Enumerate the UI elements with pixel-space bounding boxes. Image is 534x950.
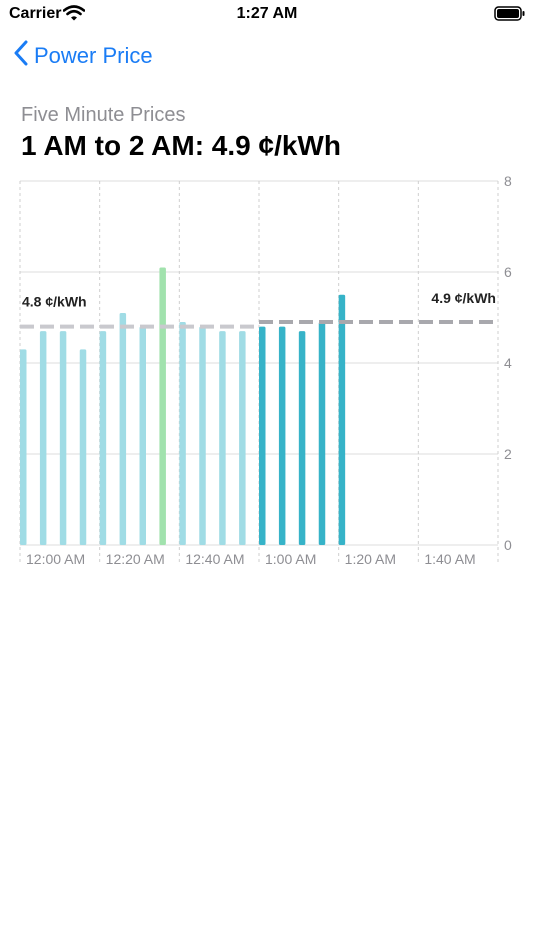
- price-bar: [179, 322, 186, 545]
- status-time: 1:27 AM: [236, 5, 298, 22]
- wifi-icon: [62, 5, 86, 26]
- price-bar: [139, 326, 146, 545]
- price-bar: [20, 349, 27, 545]
- price-bar: [59, 331, 67, 545]
- x-tick-label: 12:40 AM: [185, 551, 244, 567]
- price-bar: [219, 331, 226, 545]
- y-tick-label: 0: [504, 537, 512, 553]
- chevron-left-icon: [14, 40, 28, 71]
- x-tick-label: 12:20 AM: [106, 551, 165, 567]
- price-bar: [39, 331, 47, 545]
- back-label: Power Price: [34, 42, 153, 68]
- nav-bar: Power Price: [0, 36, 534, 76]
- x-tick-label: 12:00 AM: [26, 551, 85, 567]
- price-bar: [199, 326, 206, 545]
- price-bar: [159, 267, 166, 545]
- price-chart: 0 2 4 6 8 12:00 AM 12:20 AM 12:40 AM 1:00 AM 1:20…: [19, 173, 512, 567]
- y-tick-label: 2: [504, 446, 512, 462]
- price-bar: [99, 331, 107, 545]
- price-bar: [278, 326, 286, 545]
- x-tick-label: 1:00 AM: [265, 551, 316, 567]
- status-bar: Carrier 1:27 AM: [0, 0, 534, 30]
- price-bar: [119, 312, 127, 545]
- price-bar: [298, 331, 306, 545]
- carrier-label: Carrier: [9, 5, 62, 22]
- y-tick-label: 6: [504, 264, 512, 280]
- price-bar: [79, 349, 87, 545]
- average-label: 4.9 ¢/kWh: [431, 290, 496, 306]
- price-bar: [318, 322, 326, 545]
- back-button[interactable]: Power Price: [14, 40, 153, 71]
- average-label: 4.8 ¢/kWh: [22, 294, 87, 310]
- x-tick-label: 1:40 AM: [424, 551, 475, 567]
- price-headline: 1 AM to 2 AM: 4.9 ¢/kWh: [21, 130, 341, 161]
- price-bar: [338, 294, 346, 545]
- price-bar: [259, 326, 266, 545]
- chart-subtitle: Five Minute Prices: [21, 104, 186, 126]
- battery-icon: [494, 6, 526, 27]
- price-bar: [239, 331, 246, 545]
- y-tick-label: 8: [504, 173, 512, 189]
- x-tick-label: 1:20 AM: [345, 551, 396, 567]
- y-tick-label: 4: [504, 355, 512, 371]
